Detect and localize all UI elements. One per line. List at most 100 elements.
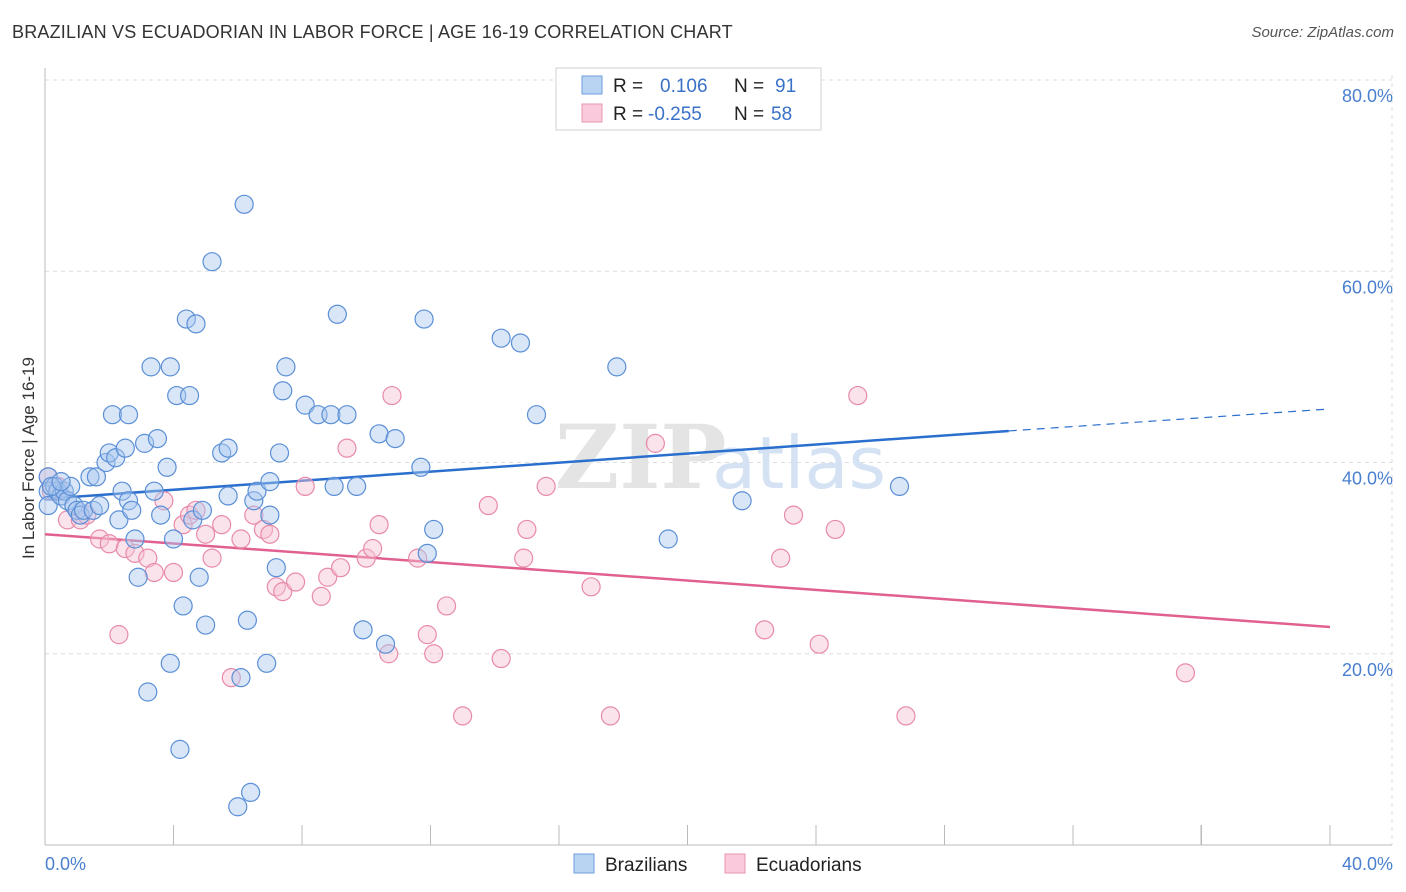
brazilian-point — [176, 309, 196, 329]
brazilian-point — [38, 495, 58, 516]
brazilian-point — [86, 467, 107, 487]
grid-lines — [45, 75, 1393, 845]
brazilian-points — [38, 194, 910, 817]
brazilian-point — [196, 615, 216, 635]
chart-title: BRAZILIAN VS ECUADORIAN IN LABOR FORCE |… — [12, 22, 733, 42]
bottom-legend-brazilians: Brazilians — [605, 855, 687, 876]
ecuadorian-point — [436, 596, 457, 616]
ecuadorian-point — [337, 438, 357, 458]
brazilian-point — [353, 620, 373, 640]
x-tick-labels: 0.0% 40.0% — [45, 854, 1393, 874]
brazilian-point — [414, 309, 434, 329]
axes — [44, 68, 1392, 846]
ecuadorian-point — [382, 385, 402, 406]
legend-swatch-brazilians — [581, 75, 603, 95]
legend-n-label-1: N = — [734, 76, 764, 97]
ecuadorian-point — [848, 385, 868, 406]
brazilian-point — [324, 476, 344, 497]
brazilian-point — [218, 438, 238, 458]
ecuadorian-point — [825, 519, 845, 540]
y-tick-label-60: 60.0% — [1342, 277, 1393, 297]
brazilian-point — [80, 467, 100, 487]
ecuadorian-point — [809, 634, 829, 654]
ecuadorian-point — [330, 558, 351, 578]
ecuadorian-point — [600, 706, 621, 726]
legend-swatch-ecuadorians — [581, 103, 603, 123]
bottom-legend-swatch-brazilians — [573, 853, 595, 874]
x-tick-label-40: 40.0% — [1342, 854, 1393, 874]
ecuadorian-point — [311, 586, 331, 606]
bottom-legend-ecuadorians: Ecuadorians — [756, 855, 862, 876]
ecuadorian-point — [260, 524, 280, 544]
brazilian-point — [369, 424, 389, 444]
brazilian-point — [276, 357, 296, 377]
ecuadorian-point — [244, 505, 264, 525]
ecuadorian-points — [38, 385, 1196, 726]
bottom-legend-swatch-ecuadorians — [724, 853, 746, 874]
ecuadorian-point — [273, 581, 293, 602]
brazilian-point — [115, 438, 135, 458]
brazilian-point — [147, 428, 168, 449]
ecuadorian-point — [754, 620, 775, 640]
y-tick-label-40: 40.0% — [1342, 469, 1393, 489]
brazilian-point — [247, 481, 267, 501]
legend-n-value-1: 91 — [775, 76, 796, 97]
brazilian-point — [269, 443, 290, 463]
brazilian-point — [189, 567, 209, 587]
ecuadorian-point — [231, 529, 251, 549]
brazilian-point — [160, 357, 180, 377]
ecuadorian-point — [356, 548, 376, 568]
source-credit: Source: ZipAtlas.com — [1251, 24, 1394, 41]
brazilian-point — [109, 510, 129, 530]
brazilian-point — [732, 491, 752, 511]
legend-r-value-1: 0.106 — [660, 76, 708, 97]
brazilian-point — [144, 481, 164, 501]
brazilian-point — [90, 495, 110, 516]
brazilian-point — [295, 395, 315, 415]
brazilian-point — [170, 739, 190, 759]
ecuadorian-point — [163, 562, 184, 583]
ecuadorian-point — [90, 529, 110, 549]
brazilian-point — [260, 505, 280, 525]
brazilian-point — [257, 653, 277, 673]
ecuadorian-point — [536, 476, 556, 497]
x-tick-label-0: 0.0% — [45, 854, 86, 874]
brazilian-point — [173, 596, 193, 616]
brazilian-point — [192, 500, 213, 520]
brazilian-point — [141, 357, 161, 377]
brazilian-point — [491, 328, 511, 348]
brazilian-point — [337, 405, 357, 425]
legend-n-label-2: N = — [734, 104, 764, 125]
brazilian-point — [658, 529, 678, 549]
y-tick-label-80: 80.0% — [1342, 86, 1393, 106]
ecuadorian-point — [363, 538, 383, 559]
legend-n-value-2: 58 — [771, 104, 792, 125]
brazilian-point — [151, 505, 171, 525]
brazilian-point — [202, 252, 222, 272]
brazilian-point — [41, 476, 62, 497]
ecuadorian-point — [196, 524, 216, 544]
brazilian-point — [417, 543, 437, 563]
ecuadorian-point — [173, 515, 193, 535]
brazilian-point — [321, 405, 341, 425]
ecuadorian-point — [221, 668, 241, 688]
brazilian-point — [375, 634, 396, 654]
legend-r-label-1: R = — [613, 76, 643, 97]
brazilian-point — [347, 476, 367, 497]
brazilian-point — [266, 558, 286, 578]
brazilian-point — [273, 381, 293, 401]
brazilian-trend-line — [44, 429, 1009, 501]
brazilian-point — [231, 668, 251, 688]
ecuadorian-point — [138, 548, 158, 568]
brazilian-point — [138, 682, 158, 702]
brazilian-point — [228, 797, 248, 817]
brazilian-point — [118, 405, 139, 425]
ecuadorian-point — [491, 648, 511, 669]
brazilian-point — [157, 457, 177, 477]
brazilian-point — [260, 472, 280, 492]
legend-r-value-2: -0.255 — [648, 104, 702, 125]
correlation-legend: R = 0.106 N = 91 R = -0.255 N = 58 — [555, 67, 822, 131]
brazilian-point — [163, 529, 184, 549]
brazilian-point — [186, 314, 206, 334]
ecuadorian-point — [514, 548, 534, 568]
